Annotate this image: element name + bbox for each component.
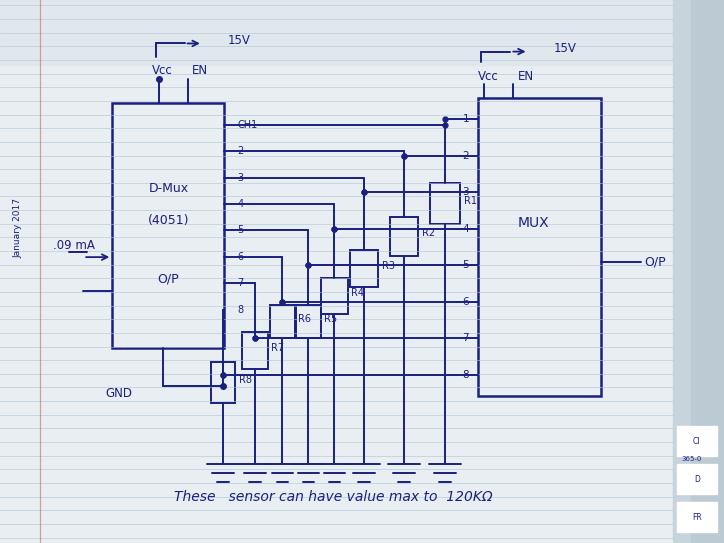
Text: Vcc: Vcc xyxy=(152,64,173,77)
Text: .09 mA: .09 mA xyxy=(53,239,95,252)
Text: FR: FR xyxy=(691,513,702,522)
Text: January 2017: January 2017 xyxy=(14,198,22,258)
Bar xyxy=(390,217,418,256)
Text: O/P: O/P xyxy=(158,273,179,286)
Text: 7: 7 xyxy=(463,333,469,343)
Text: 4: 4 xyxy=(237,199,243,209)
Text: Vcc: Vcc xyxy=(478,70,499,83)
Text: CI: CI xyxy=(693,437,701,446)
Text: GND: GND xyxy=(105,387,132,400)
Bar xyxy=(242,332,267,369)
Bar xyxy=(677,502,717,532)
Bar xyxy=(677,464,717,494)
Text: R3: R3 xyxy=(382,261,395,271)
Bar xyxy=(211,363,235,403)
Text: D: D xyxy=(694,475,700,484)
Text: D-Mux: D-Mux xyxy=(148,182,188,195)
Text: 1: 1 xyxy=(463,115,469,124)
Text: O/P: O/P xyxy=(644,256,666,268)
Text: R7: R7 xyxy=(271,343,285,352)
Text: 5: 5 xyxy=(237,225,244,235)
Text: (4051): (4051) xyxy=(148,214,189,227)
Bar xyxy=(478,98,601,396)
Text: 365-0: 365-0 xyxy=(681,456,702,462)
Bar xyxy=(112,103,224,348)
Text: R4: R4 xyxy=(351,288,364,298)
Text: CH1: CH1 xyxy=(237,120,258,130)
Bar xyxy=(296,305,321,338)
Text: These   sensor can have value max to  120KΩ: These sensor can have value max to 120KΩ xyxy=(174,490,492,504)
Bar xyxy=(673,0,724,543)
Text: 7: 7 xyxy=(237,278,244,288)
Bar xyxy=(691,0,724,543)
Text: 2: 2 xyxy=(463,151,469,161)
Text: 6: 6 xyxy=(237,252,243,262)
Bar xyxy=(270,305,295,338)
Text: EN: EN xyxy=(192,64,208,77)
Text: EN: EN xyxy=(518,70,534,83)
Text: MUX: MUX xyxy=(518,216,549,230)
Text: R2: R2 xyxy=(422,229,435,238)
Text: 3: 3 xyxy=(237,173,243,182)
Text: R5: R5 xyxy=(324,314,337,324)
Text: D: D xyxy=(694,475,700,484)
Text: FR: FR xyxy=(692,513,702,522)
Text: 8: 8 xyxy=(237,305,243,314)
Text: 5: 5 xyxy=(463,260,469,270)
Bar xyxy=(0,0,673,65)
Text: 6: 6 xyxy=(463,297,469,307)
Bar xyxy=(350,250,378,287)
Text: 4: 4 xyxy=(463,224,469,234)
Text: R6: R6 xyxy=(298,314,311,324)
Bar xyxy=(430,184,460,224)
Text: 15V: 15V xyxy=(228,34,251,47)
Text: 15V: 15V xyxy=(554,42,577,55)
Bar xyxy=(677,426,717,456)
Text: 3: 3 xyxy=(463,187,469,197)
Text: CI: CI xyxy=(693,437,701,446)
Text: R1: R1 xyxy=(464,196,477,206)
Text: 2: 2 xyxy=(237,146,244,156)
Text: R8: R8 xyxy=(239,375,251,385)
Bar xyxy=(321,279,348,314)
Text: 8: 8 xyxy=(463,370,469,380)
